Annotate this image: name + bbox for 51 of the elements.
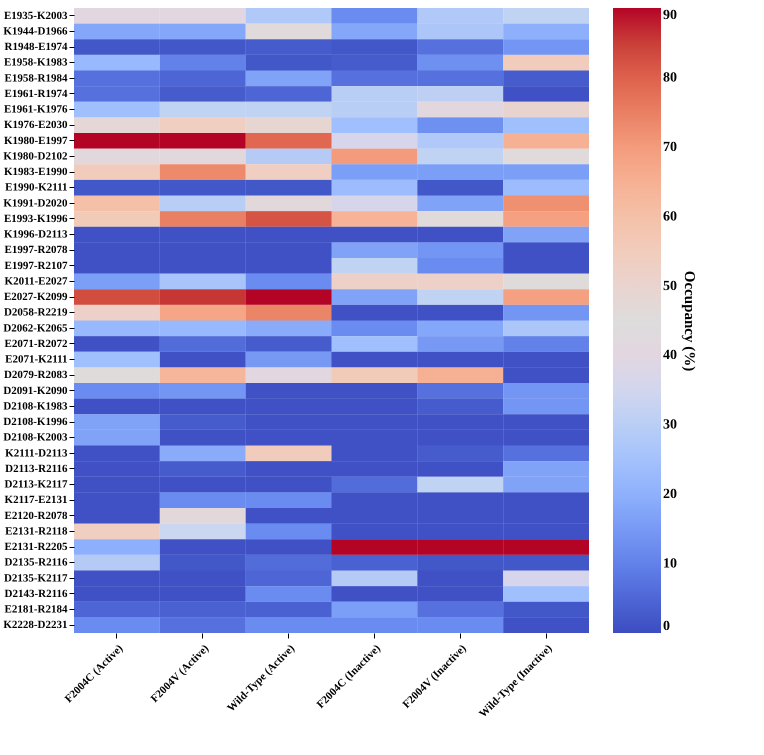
y-tick-label: D2143-R2116	[4, 588, 68, 600]
y-tick-label: K1976-E2030	[4, 119, 68, 132]
y-tick-label: K1996-D2113	[4, 228, 68, 241]
color-bar-title: Occupancy (%)	[681, 270, 697, 372]
color-bar-label: 20	[663, 487, 677, 502]
y-tick-label: D2135-K2117	[4, 572, 68, 584]
y-tick-label: K1983-E1990	[4, 166, 68, 178]
color-bar-label: 90	[663, 8, 677, 23]
y-tick-label: E1958-K1983	[4, 56, 68, 69]
color-bar-label: 60	[663, 209, 677, 224]
y-tick-label: D2135-R2116	[4, 556, 68, 569]
y-tick-label: E2027-K2099	[4, 291, 68, 304]
y-tick-label: D2108-K2003	[3, 432, 68, 444]
y-tick-label: K1991-D2020	[3, 197, 68, 210]
y-tick-label: K1944-D1966	[3, 25, 68, 38]
color-bar-label: 80	[663, 70, 677, 86]
y-tick-label: E2071-R2072	[4, 338, 68, 350]
y-tick-label: D2062-K2065	[3, 322, 68, 334]
y-tick-label: K1980-E1997	[4, 134, 68, 147]
y-tick-label: E1997-R2107	[4, 260, 68, 272]
y-tick-label: D2091-K2090	[3, 384, 68, 397]
y-tick-label: D2113-K2117	[4, 478, 68, 491]
y-tick-label: K1980-D2102	[3, 150, 68, 162]
y-tick-label: K2228-D2231	[3, 619, 68, 632]
y-tick-label: K2011-E2027	[4, 275, 68, 288]
color-bar-label: 0	[663, 619, 670, 634]
y-tick-label: D2079-R2083	[4, 369, 68, 382]
y-tick-label: D2113-R2116	[5, 462, 68, 475]
color-bar-label: 10	[663, 556, 677, 572]
y-tick-label: E1961-K1976	[4, 104, 68, 116]
color-bar-label: 70	[663, 140, 677, 155]
y-tick-label: K2111-D2113	[5, 447, 68, 460]
y-tick-label: D2108-K1983	[3, 400, 68, 412]
y-tick-label: R1948-E1974	[4, 41, 68, 54]
color-bar-label: 30	[663, 418, 677, 433]
y-tick-label: D2108-K1996	[3, 416, 68, 428]
y-tick-label: E2131-R2118	[5, 525, 68, 538]
y-tick-label: E1990-K2111	[5, 182, 68, 194]
y-tick-label: E2120-R2078	[4, 510, 68, 522]
y-tick-label: E2071-K2111	[5, 354, 68, 366]
y-tick-label: E2181-R2184	[4, 604, 68, 616]
y-tick-label: D2058-R2219	[4, 306, 68, 319]
y-tick-label: E1958-R1984	[4, 72, 68, 84]
y-tick-label: E1997-R2078	[4, 244, 68, 256]
y-tick-label: E1935-K2003	[4, 10, 68, 22]
y-tick-label: E1993-K1996	[4, 212, 68, 225]
y-tick-label: K2117-E2131	[4, 494, 68, 506]
color-bar-label: 50	[663, 278, 677, 294]
color-bar-label: 40	[663, 348, 677, 364]
y-tick-label: E1961-R1974	[4, 88, 68, 100]
y-tick-label: E2131-R2205	[4, 541, 68, 554]
